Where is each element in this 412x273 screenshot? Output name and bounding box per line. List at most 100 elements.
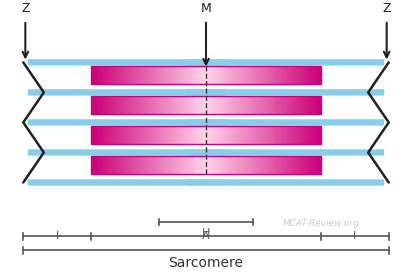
Bar xyxy=(108,156,112,174)
Bar xyxy=(258,156,261,174)
Bar xyxy=(238,156,241,174)
Bar xyxy=(143,66,146,84)
Bar xyxy=(200,96,204,114)
Bar xyxy=(292,96,295,114)
Bar xyxy=(157,96,160,114)
Bar xyxy=(267,96,269,114)
Bar xyxy=(215,156,218,174)
Bar xyxy=(275,126,278,144)
Bar xyxy=(292,126,295,144)
Bar xyxy=(186,126,189,144)
Bar xyxy=(309,156,313,174)
Bar xyxy=(209,156,212,174)
Bar xyxy=(154,96,157,114)
Bar xyxy=(307,156,310,174)
Bar xyxy=(315,156,318,174)
Bar xyxy=(283,156,287,174)
Bar xyxy=(114,126,117,144)
Text: A: A xyxy=(202,231,210,241)
Bar xyxy=(171,126,175,144)
Bar xyxy=(243,126,247,144)
Bar xyxy=(218,96,221,114)
Bar xyxy=(243,96,247,114)
Bar xyxy=(318,66,321,84)
Bar xyxy=(275,96,278,114)
Bar xyxy=(197,156,201,174)
Bar xyxy=(151,96,154,114)
Text: I: I xyxy=(353,231,356,241)
Bar xyxy=(194,126,198,144)
Bar xyxy=(134,66,138,84)
Bar xyxy=(258,96,261,114)
Bar xyxy=(229,156,232,174)
Bar xyxy=(177,66,180,84)
Bar xyxy=(220,126,224,144)
Bar xyxy=(174,126,178,144)
Bar xyxy=(289,96,293,114)
Bar xyxy=(131,96,135,114)
Bar xyxy=(197,66,201,84)
Bar xyxy=(117,126,120,144)
Bar xyxy=(140,66,143,84)
Bar xyxy=(97,66,100,84)
Bar xyxy=(145,96,149,114)
Bar xyxy=(143,126,146,144)
Bar xyxy=(255,66,258,84)
Bar xyxy=(151,66,154,84)
Bar xyxy=(212,96,215,114)
Bar xyxy=(264,96,267,114)
Bar xyxy=(218,156,221,174)
Bar xyxy=(223,66,227,84)
Bar xyxy=(252,156,255,174)
Bar xyxy=(215,66,218,84)
Bar xyxy=(309,66,313,84)
Bar xyxy=(235,96,238,114)
Bar xyxy=(272,66,275,84)
Bar xyxy=(174,156,178,174)
Bar xyxy=(298,96,301,114)
Bar xyxy=(261,156,264,174)
Bar xyxy=(249,126,253,144)
Bar xyxy=(295,96,298,114)
Bar xyxy=(261,96,264,114)
Bar xyxy=(312,126,316,144)
Bar xyxy=(177,126,180,144)
Bar xyxy=(249,156,253,174)
Bar xyxy=(108,66,112,84)
Bar xyxy=(278,156,281,174)
FancyBboxPatch shape xyxy=(28,119,226,126)
Bar xyxy=(194,96,198,114)
Bar xyxy=(243,156,247,174)
Bar xyxy=(123,66,126,84)
Bar xyxy=(111,156,115,174)
Bar xyxy=(220,96,224,114)
Bar xyxy=(129,66,132,84)
Bar xyxy=(220,156,224,174)
Bar xyxy=(304,156,307,174)
Bar xyxy=(103,96,106,114)
Bar xyxy=(289,156,293,174)
Bar xyxy=(91,66,321,84)
Bar xyxy=(286,156,290,174)
Bar xyxy=(151,156,154,174)
FancyBboxPatch shape xyxy=(28,89,226,96)
Bar xyxy=(94,66,97,84)
Bar xyxy=(189,126,192,144)
Bar xyxy=(171,66,175,84)
Bar xyxy=(166,156,169,174)
Bar xyxy=(278,96,281,114)
Bar xyxy=(126,126,129,144)
Bar xyxy=(241,156,244,174)
Bar xyxy=(246,66,250,84)
Bar xyxy=(286,96,290,114)
Bar xyxy=(289,66,293,84)
Bar xyxy=(145,126,149,144)
Bar xyxy=(91,66,94,84)
Bar xyxy=(189,66,192,84)
Bar xyxy=(258,66,261,84)
Bar xyxy=(318,126,321,144)
Bar xyxy=(272,126,275,144)
Bar xyxy=(114,96,117,114)
Bar xyxy=(235,126,238,144)
Bar xyxy=(111,96,115,114)
